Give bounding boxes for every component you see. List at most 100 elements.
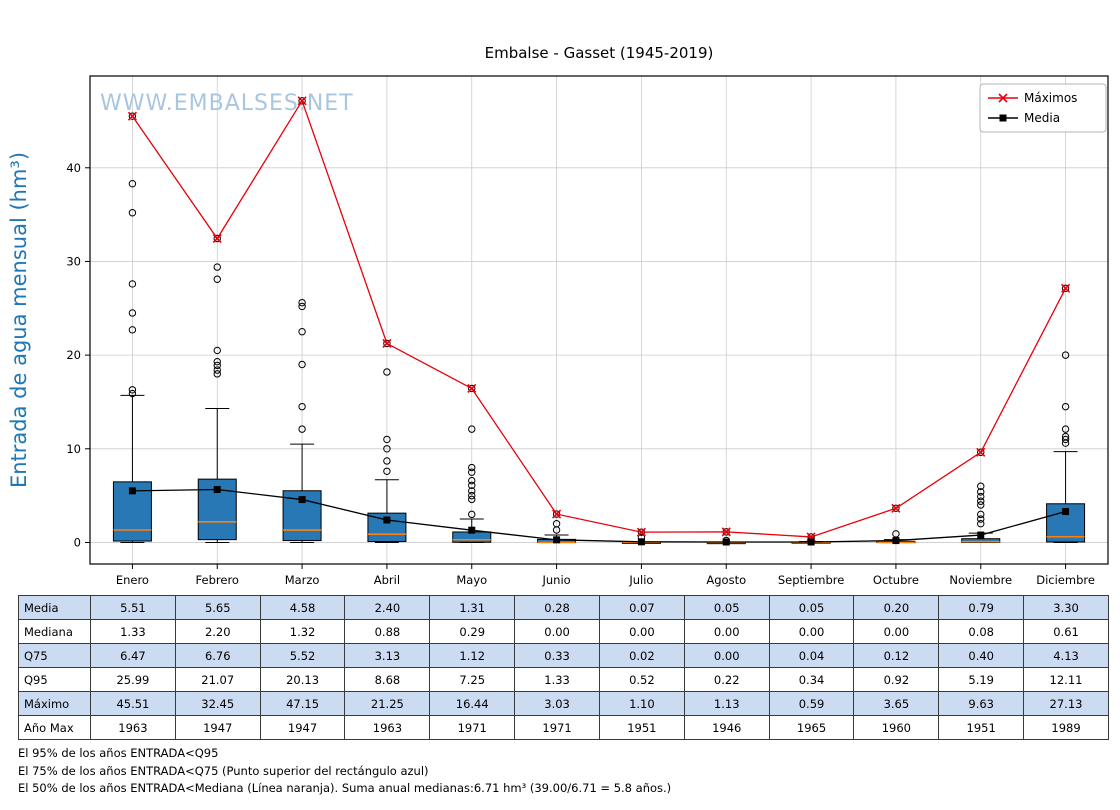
table-cell: 0.34 [768,667,855,692]
table-cell: 0.92 [853,667,940,692]
table-cell: 3.03 [514,691,600,716]
table-cell: 8.68 [344,667,431,692]
watermark-text: WWW.EMBALSES.NET [100,91,354,116]
maximos-marker [721,527,731,537]
outlier-point [213,370,221,378]
outlier-point [128,280,137,288]
outlier-point [552,520,561,528]
table-cell: 0.59 [768,691,855,716]
table-row-año-max: Año Max 1963 1947 1947 1963 1971 1971 1951 1946 1… [18,715,1109,740]
row-label: Q75 [18,643,91,668]
table-cell: 0.05 [768,595,855,620]
table-cell: 25.99 [90,667,176,692]
table-cell: 4.13 [1023,643,1109,668]
table-cell: 5.51 [90,595,176,620]
stats-table: Media 5.51 5.65 4.58 2.40 1.31 0.28 0.07 0.05 0.0… [18,595,1109,740]
media-marker [1062,508,1070,516]
x-tick-label-month: Abril [374,573,400,587]
outlier-point [128,389,137,398]
outlier-point [298,97,306,105]
table-row-mediana: Mediana 1.33 2.20 1.32 0.88 0.29 0.00 0.00 0.00 0… [18,619,1109,644]
plot-border [89,75,1109,565]
table-cell: 0.04 [768,643,855,668]
table-cell: 1951 [598,715,685,740]
outlier-point [977,482,985,490]
table-cell: 0.07 [598,595,685,620]
table-cell: 5.19 [938,667,1025,692]
outlier-point [383,457,391,465]
row-label: Media [18,595,91,620]
x-tick-label-month: Enero [116,573,149,587]
table-row-media: Media 5.51 5.65 4.58 2.40 1.31 0.28 0.07 0.05 0.0… [18,595,1109,620]
media-marker [468,526,476,534]
outlier-point [1061,425,1070,433]
table-cell: 0.22 [683,667,770,692]
table-cell: 1963 [344,715,431,740]
footer-note-q75: El 75% de los años ENTRADA<Q75 (Punto su… [18,763,429,778]
table-cell: 21.25 [344,691,431,716]
outlier-point [977,488,985,496]
x-tick-label-month: Noviembre [949,573,1012,587]
y-tick-label: 30 [66,254,81,268]
outlier-point [1061,351,1070,359]
outlier-point [128,209,137,217]
outlier-point [298,328,306,336]
outlier-point [213,234,221,243]
table-cell: 3.30 [1023,595,1109,620]
table-cell: 1947 [174,715,261,740]
media-line [132,488,1066,543]
outlier-point [213,275,221,283]
outlier-point [977,510,985,519]
outlier-point [977,492,985,501]
outlier-point [977,448,985,456]
outlier-point [298,402,306,411]
outlier-point [977,515,985,523]
table-cell: 0.02 [598,643,685,668]
maximos-marker [127,111,137,121]
outlier-point [468,476,476,485]
table-cell: 21.07 [174,667,261,692]
x-tick-label-month: Febrero [196,573,239,587]
table-cell: 5.65 [174,595,261,620]
maximos-marker [976,447,986,457]
table-cell: 1.33 [514,667,600,692]
table-cell: 1947 [259,715,346,740]
outlier-point [213,361,221,370]
outlier-point [468,487,476,495]
footer-note-mediana: El 50% de los años ENTRADA<Mediana (Líne… [18,781,672,795]
outlier-point [468,510,476,519]
media-marker [298,496,306,504]
maximos-marker [1061,283,1071,293]
table-cell: 5.52 [259,643,346,668]
media-marker [722,538,730,546]
legend-media-marker [999,114,1007,122]
outlier-point [977,497,985,505]
table-cell: 12.11 [1023,667,1109,692]
table-cell: 1963 [90,715,176,740]
table-cell: 6.76 [174,643,261,668]
table-cell: 0.05 [683,595,770,620]
table-cell: 3.13 [344,643,431,668]
boxplot-chart: WWW.EMBALSES.NET 0 10 20 30 40 Enero Febrero Mar… [7,75,1109,587]
outlier-point [892,530,900,538]
chart-title: Embalse - Gasset (1945-2019) [484,44,714,62]
outlier-point [213,366,221,374]
legend-media-label: Media [1024,111,1060,125]
outlier-point [468,463,476,472]
table-cell: 45.51 [90,691,176,716]
table-cell: 0.00 [683,643,770,668]
table-cell: 32.45 [174,691,261,716]
outlier-point [1061,432,1070,441]
media-marker [128,487,136,495]
outlier-point [977,520,985,528]
table-row-máximo: Máximo 45.51 32.45 47.15 21.25 16.44 3.03 1.10 1… [18,691,1109,716]
table-cell: 20.13 [259,667,346,692]
table-cell: 0.61 [1023,619,1109,644]
outlier-point [128,112,137,120]
outlier-point [468,468,476,476]
outlier-point [128,326,137,334]
table-cell: 0.29 [429,619,516,644]
media-marker [977,531,985,539]
outlier-point [468,481,476,490]
table-cell: 1946 [683,715,770,740]
